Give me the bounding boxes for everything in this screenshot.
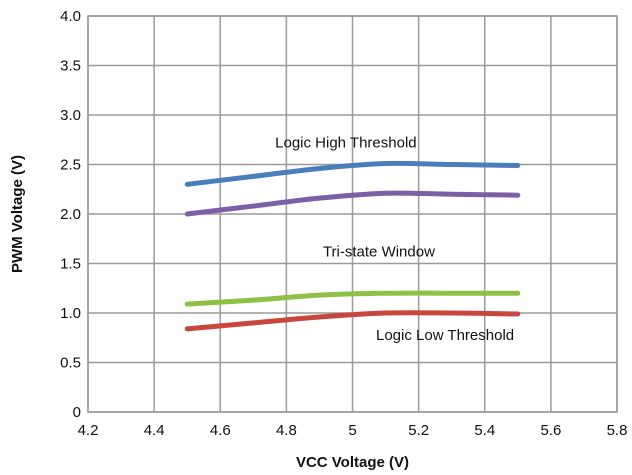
- y-tick-label: 1.5: [60, 256, 81, 273]
- x-tick-label: 4.2: [78, 422, 99, 439]
- annotation-label: Logic Low Threshold: [376, 327, 514, 344]
- x-tick-label: 4.4: [144, 422, 165, 439]
- series-line-3: [184, 290, 521, 307]
- x-tick-label: 5.6: [540, 422, 561, 439]
- y-tick-label: 0: [73, 404, 81, 421]
- y-tick-label: 3.0: [60, 107, 81, 124]
- y-tick-label: 2.5: [60, 157, 81, 174]
- annotation-label: Tri-state Window: [323, 244, 435, 261]
- series-group: [184, 160, 521, 332]
- y-tick-label: 4.0: [60, 8, 81, 25]
- x-axis-title: VCC Voltage (V): [296, 454, 409, 471]
- x-tick-label: 5.2: [408, 422, 429, 439]
- y-tick-label: 1.0: [60, 305, 81, 322]
- x-tick-labels: 4.2 4.4 4.6 4.8 5 5.2 5.4 5.6 5.8: [78, 422, 628, 439]
- x-tick-label: 5.4: [474, 422, 495, 439]
- x-tick-label: 4.6: [210, 422, 231, 439]
- annotations: Logic High Threshold Tri-state Window Logi…: [275, 135, 514, 344]
- series-line-2: [184, 190, 521, 217]
- y-tick-label: 0.5: [60, 355, 81, 372]
- y-tick-label: 3.5: [60, 58, 81, 75]
- annotation-label: Logic High Threshold: [275, 135, 416, 152]
- x-tick-label: 4.8: [276, 422, 297, 439]
- y-axis-title: PWM Voltage (V): [9, 155, 26, 273]
- grid: [87, 15, 618, 413]
- series-line-1: [184, 160, 521, 187]
- x-tick-label: 5: [348, 422, 356, 439]
- y-tick-label: 2.0: [60, 206, 81, 223]
- series-line-4: [184, 310, 521, 332]
- y-tick-labels: 0 0.5 1.0 1.5 2.0 2.5 3.0 3.5 4.0: [60, 8, 81, 421]
- x-tick-label: 5.8: [607, 422, 628, 439]
